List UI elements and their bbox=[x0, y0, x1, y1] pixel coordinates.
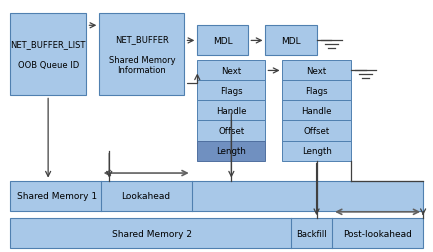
FancyBboxPatch shape bbox=[282, 121, 351, 141]
Text: Shared Memory 1: Shared Memory 1 bbox=[17, 191, 97, 200]
Text: Post-lookahead: Post-lookahead bbox=[343, 229, 412, 238]
FancyBboxPatch shape bbox=[197, 61, 265, 81]
FancyBboxPatch shape bbox=[197, 101, 265, 121]
Text: Length: Length bbox=[216, 146, 246, 155]
Text: Handle: Handle bbox=[216, 107, 247, 115]
FancyBboxPatch shape bbox=[197, 121, 265, 141]
Text: NET_BUFFER

Shared Memory
Information: NET_BUFFER Shared Memory Information bbox=[109, 35, 175, 75]
FancyBboxPatch shape bbox=[197, 81, 265, 101]
FancyBboxPatch shape bbox=[99, 14, 184, 96]
FancyBboxPatch shape bbox=[282, 141, 351, 161]
FancyBboxPatch shape bbox=[282, 81, 351, 101]
Text: Shared Memory 2: Shared Memory 2 bbox=[113, 229, 192, 238]
Text: Backfill: Backfill bbox=[296, 229, 327, 238]
Text: Handle: Handle bbox=[301, 107, 332, 115]
FancyBboxPatch shape bbox=[197, 26, 249, 56]
FancyBboxPatch shape bbox=[10, 14, 87, 96]
FancyBboxPatch shape bbox=[282, 61, 351, 81]
FancyBboxPatch shape bbox=[10, 218, 423, 248]
Text: NET_BUFFER_LIST

OOB Queue ID: NET_BUFFER_LIST OOB Queue ID bbox=[10, 40, 86, 70]
Text: MDL: MDL bbox=[213, 37, 233, 46]
Text: Next: Next bbox=[307, 67, 326, 76]
Text: Flags: Flags bbox=[305, 87, 328, 96]
FancyBboxPatch shape bbox=[282, 101, 351, 121]
Text: Next: Next bbox=[221, 67, 242, 76]
FancyBboxPatch shape bbox=[10, 181, 423, 211]
Text: Offset: Offset bbox=[304, 127, 330, 136]
Text: Length: Length bbox=[302, 146, 332, 155]
FancyBboxPatch shape bbox=[197, 141, 265, 161]
Text: Offset: Offset bbox=[218, 127, 245, 136]
Text: MDL: MDL bbox=[281, 37, 301, 46]
Text: Flags: Flags bbox=[220, 87, 242, 96]
Text: Lookahead: Lookahead bbox=[122, 191, 171, 200]
FancyBboxPatch shape bbox=[265, 26, 317, 56]
